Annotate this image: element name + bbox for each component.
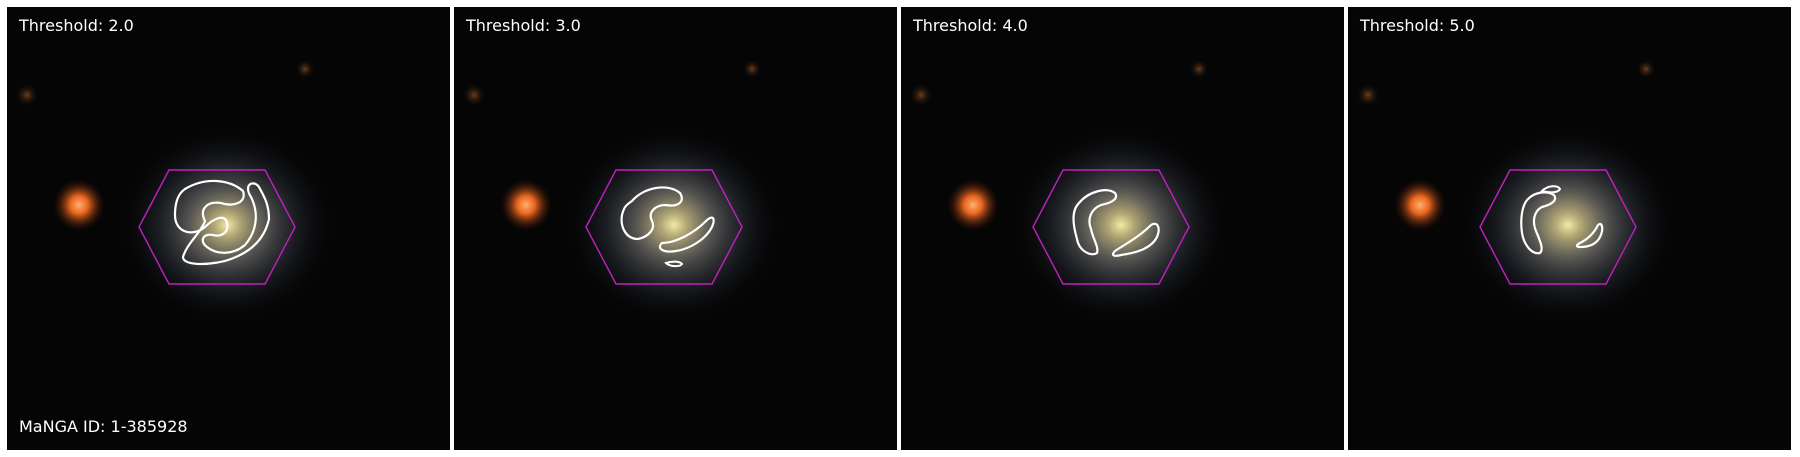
contour	[1072, 189, 1118, 256]
foreground-star	[1394, 179, 1446, 231]
manga-id-label: MaNGA ID: 1-385928	[19, 417, 188, 436]
contour	[1540, 185, 1562, 194]
threshold-label: Threshold: 5.0	[1360, 16, 1475, 35]
faint-source	[1636, 59, 1656, 79]
faint-source	[742, 59, 762, 79]
contour	[173, 179, 271, 266]
galaxy-glow	[1011, 125, 1231, 325]
contour	[658, 216, 715, 253]
faint-source	[1189, 59, 1209, 79]
faint-source	[1356, 83, 1380, 107]
panel-threshold-2: Threshold: 2.0 MaNGA ID: 1-385928	[7, 7, 450, 450]
panel-threshold-5: Threshold: 5.0	[1348, 7, 1791, 450]
galaxy-glow	[564, 125, 784, 325]
contour	[620, 186, 683, 241]
galaxy-glow	[1458, 125, 1678, 325]
panel-threshold-4: Threshold: 4.0	[901, 7, 1344, 450]
foreground-star	[53, 179, 105, 231]
faint-source	[462, 83, 486, 107]
faint-source	[909, 83, 933, 107]
galaxy-image	[901, 7, 1344, 450]
threshold-label: Threshold: 4.0	[913, 16, 1028, 35]
galaxy-image	[454, 7, 897, 450]
contour	[1111, 222, 1160, 257]
faint-source	[295, 59, 315, 79]
contour	[1520, 191, 1557, 255]
galaxy-image	[1348, 7, 1791, 450]
panel-threshold-3: Threshold: 3.0	[454, 7, 897, 450]
ifu-hexagon	[138, 169, 296, 285]
foreground-star	[947, 179, 999, 231]
galaxy-image	[7, 7, 450, 450]
threshold-label: Threshold: 3.0	[466, 16, 581, 35]
foreground-star	[500, 179, 552, 231]
contour	[664, 260, 684, 268]
ifu-hexagon	[1032, 169, 1190, 285]
faint-source	[15, 83, 39, 107]
ifu-hexagon	[1479, 169, 1637, 285]
threshold-label: Threshold: 2.0	[19, 16, 134, 35]
ifu-hexagon	[585, 169, 743, 285]
contour	[1575, 222, 1604, 249]
